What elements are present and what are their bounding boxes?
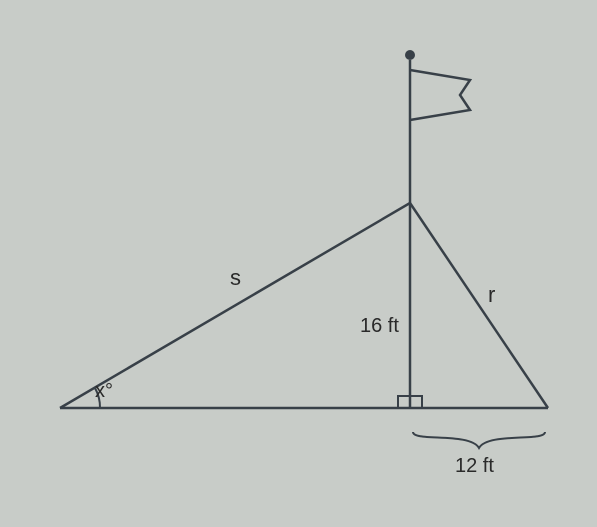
- finial-icon: [405, 50, 415, 60]
- right-angle-box-right: [410, 396, 422, 408]
- label-angle-x: x°: [95, 380, 113, 403]
- label-base-right: 12 ft: [455, 455, 494, 478]
- geometry-svg: [0, 0, 597, 527]
- label-s: s: [230, 265, 241, 291]
- label-height: 16 ft: [360, 315, 399, 338]
- flag-shape: [410, 70, 470, 120]
- brace-12ft: [413, 432, 545, 448]
- side-s: [60, 203, 410, 408]
- right-angle-box-left: [398, 396, 410, 408]
- diagram-container: s r 16 ft x° 12 ft: [0, 0, 597, 527]
- side-r: [410, 203, 548, 408]
- label-r: r: [488, 282, 495, 308]
